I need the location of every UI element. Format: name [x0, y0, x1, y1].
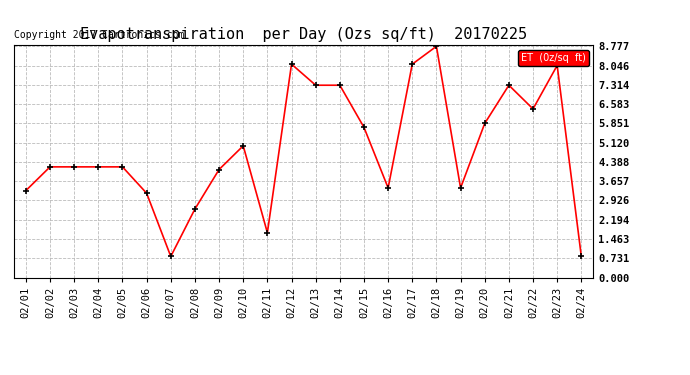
Legend: ET  (0z/sq  ft): ET (0z/sq ft) [518, 50, 589, 66]
Text: Copyright 2017 Cartronics.com: Copyright 2017 Cartronics.com [14, 30, 184, 40]
Title: Evapotranspiration  per Day (Ozs sq/ft)  20170225: Evapotranspiration per Day (Ozs sq/ft) 2… [80, 27, 527, 42]
